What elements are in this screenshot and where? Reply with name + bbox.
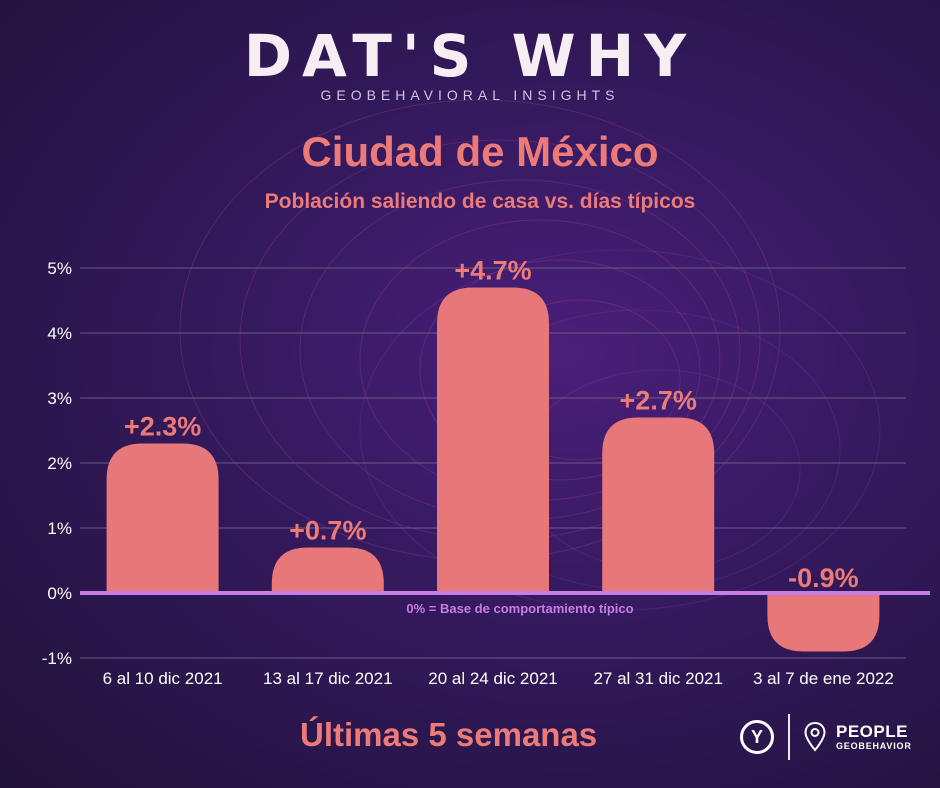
bar [106, 443, 219, 593]
y-tick-label: -1% [42, 649, 72, 668]
brand-divider [788, 714, 790, 760]
y-tick-label: 0% [47, 584, 72, 603]
data-label: +2.3% [124, 412, 201, 442]
brand-name: PEOPLE [836, 722, 908, 741]
bar [271, 547, 384, 593]
baseline-note: 0% = Base de comportamiento típico [406, 601, 633, 616]
footer-title: Últimas 5 semanas [300, 716, 598, 753]
location-pin-icon [804, 722, 826, 752]
x-tick-label: 13 al 17 dic 2021 [263, 669, 393, 688]
bar [767, 593, 880, 652]
data-label: +0.7% [289, 516, 366, 546]
y-tick-label: 3% [47, 389, 72, 408]
data-label: -0.9% [788, 563, 859, 593]
x-tick-label: 6 al 10 dic 2021 [103, 669, 223, 688]
y-tick-label: 1% [47, 519, 72, 538]
y-tick-label: 4% [47, 324, 72, 343]
bar [437, 287, 549, 593]
y-tick-label: 2% [47, 454, 72, 473]
x-tick-label: 27 al 31 dic 2021 [593, 669, 723, 688]
chart-title: Ciudad de México [301, 128, 659, 175]
logo-wordmark: DAT'S WHY [243, 22, 697, 90]
brand-subname: GEOBEHAVIOR [836, 741, 912, 751]
chart-subtitle: Población saliendo de casa vs. días típi… [264, 190, 696, 213]
x-tick-label: 3 al 7 de ene 2022 [753, 669, 894, 688]
x-tick-label: 20 al 24 dic 2021 [428, 669, 558, 688]
data-label: +4.7% [454, 256, 531, 286]
logo-tagline: GEOBEHAVIORAL INSIGHTS [320, 87, 620, 103]
bar-chart: 5% 4% 3% 2% 1% 0% -1% +2.3% 6 al 10 dic 2021 +0.7… [42, 255, 930, 688]
y-tick-label: 5% [47, 259, 72, 278]
bar [602, 417, 715, 593]
y-logo-icon: Y [740, 720, 774, 754]
people-geobehavior-brand: Y PEOPLE GEOBEHAVIOR [740, 714, 912, 760]
data-label: +2.7% [620, 386, 697, 416]
